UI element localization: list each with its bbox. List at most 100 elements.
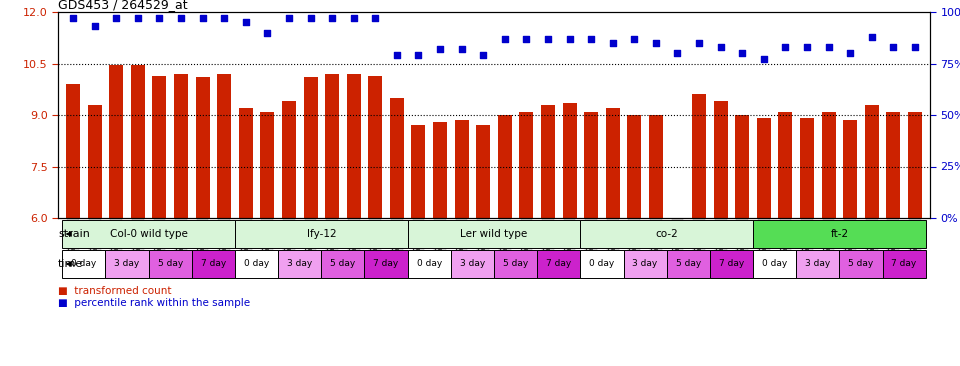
Bar [843, 120, 857, 218]
Point [778, 44, 793, 50]
Bar [408, 220, 581, 248]
Text: 3 day: 3 day [805, 259, 830, 269]
Text: 0 day: 0 day [71, 259, 97, 269]
Text: 0 day: 0 day [417, 259, 442, 269]
Point [238, 19, 253, 25]
Bar [627, 115, 641, 218]
Bar [433, 122, 447, 218]
Point [281, 15, 297, 21]
Bar [260, 112, 275, 218]
Point [87, 23, 103, 29]
Text: 7 day: 7 day [546, 259, 571, 269]
Bar [192, 250, 235, 278]
Point [454, 46, 469, 52]
Point [108, 15, 124, 21]
Text: ■  percentile rank within the sample: ■ percentile rank within the sample [58, 298, 251, 308]
Point [843, 50, 858, 56]
Bar [62, 250, 106, 278]
Bar [347, 74, 361, 218]
Bar [451, 250, 494, 278]
Bar [796, 250, 839, 278]
Text: 5 day: 5 day [676, 259, 701, 269]
Bar [538, 250, 581, 278]
Bar [149, 250, 192, 278]
Text: 3 day: 3 day [287, 259, 312, 269]
Text: 7 day: 7 day [373, 259, 398, 269]
Bar [303, 77, 318, 218]
Point [497, 36, 513, 42]
Point [800, 44, 815, 50]
Point [864, 34, 879, 40]
Bar [623, 250, 666, 278]
Bar [239, 108, 252, 218]
Bar [408, 250, 451, 278]
Bar [196, 77, 209, 218]
Bar [365, 250, 408, 278]
Bar [606, 108, 620, 218]
Point [518, 36, 534, 42]
Point [907, 44, 923, 50]
Text: 7 day: 7 day [201, 259, 226, 269]
Point [217, 15, 232, 21]
Bar [839, 250, 882, 278]
Bar [584, 112, 598, 218]
Bar [390, 98, 404, 218]
Point [756, 56, 772, 62]
Bar [800, 119, 814, 218]
Bar [322, 250, 365, 278]
Bar [581, 220, 753, 248]
Text: 5 day: 5 day [157, 259, 182, 269]
Bar [735, 115, 749, 218]
Bar [153, 75, 166, 218]
Bar [753, 220, 925, 248]
Point [627, 36, 642, 42]
Text: ■  transformed count: ■ transformed count [58, 286, 172, 296]
Point [368, 15, 383, 21]
Bar [494, 250, 538, 278]
Text: Ler wild type: Ler wild type [461, 229, 528, 239]
Bar [649, 115, 663, 218]
Bar [581, 250, 623, 278]
Bar [369, 75, 382, 218]
Bar [886, 112, 900, 218]
Bar [62, 220, 235, 248]
Text: 0 day: 0 day [589, 259, 614, 269]
Text: lfy-12: lfy-12 [306, 229, 336, 239]
Text: 3 day: 3 day [114, 259, 140, 269]
Bar [519, 112, 534, 218]
Point [691, 40, 707, 46]
Bar [692, 94, 706, 218]
Bar [455, 120, 468, 218]
Bar [908, 112, 922, 218]
Bar [756, 119, 771, 218]
Bar [412, 125, 425, 218]
Bar [66, 84, 80, 218]
Text: co-2: co-2 [656, 229, 678, 239]
Point [713, 44, 729, 50]
Point [174, 15, 189, 21]
Point [886, 44, 901, 50]
Bar [87, 105, 102, 218]
Text: Col-0 wild type: Col-0 wild type [109, 229, 187, 239]
Text: 5 day: 5 day [849, 259, 874, 269]
Point [562, 36, 577, 42]
Bar [709, 250, 753, 278]
Text: 5 day: 5 day [330, 259, 355, 269]
Bar [882, 250, 925, 278]
Bar [131, 65, 145, 218]
Text: 5 day: 5 day [503, 259, 528, 269]
Text: 7 day: 7 day [719, 259, 744, 269]
Point [152, 15, 167, 21]
Bar [563, 103, 577, 218]
Point [131, 15, 146, 21]
Point [302, 15, 318, 21]
Text: 3 day: 3 day [460, 259, 485, 269]
Point [324, 15, 340, 21]
Text: GDS453 / 264529_at: GDS453 / 264529_at [58, 0, 187, 11]
Point [584, 36, 599, 42]
Text: time: time [58, 259, 84, 269]
Bar [540, 105, 555, 218]
Point [65, 15, 81, 21]
Point [432, 46, 447, 52]
Bar [235, 220, 408, 248]
